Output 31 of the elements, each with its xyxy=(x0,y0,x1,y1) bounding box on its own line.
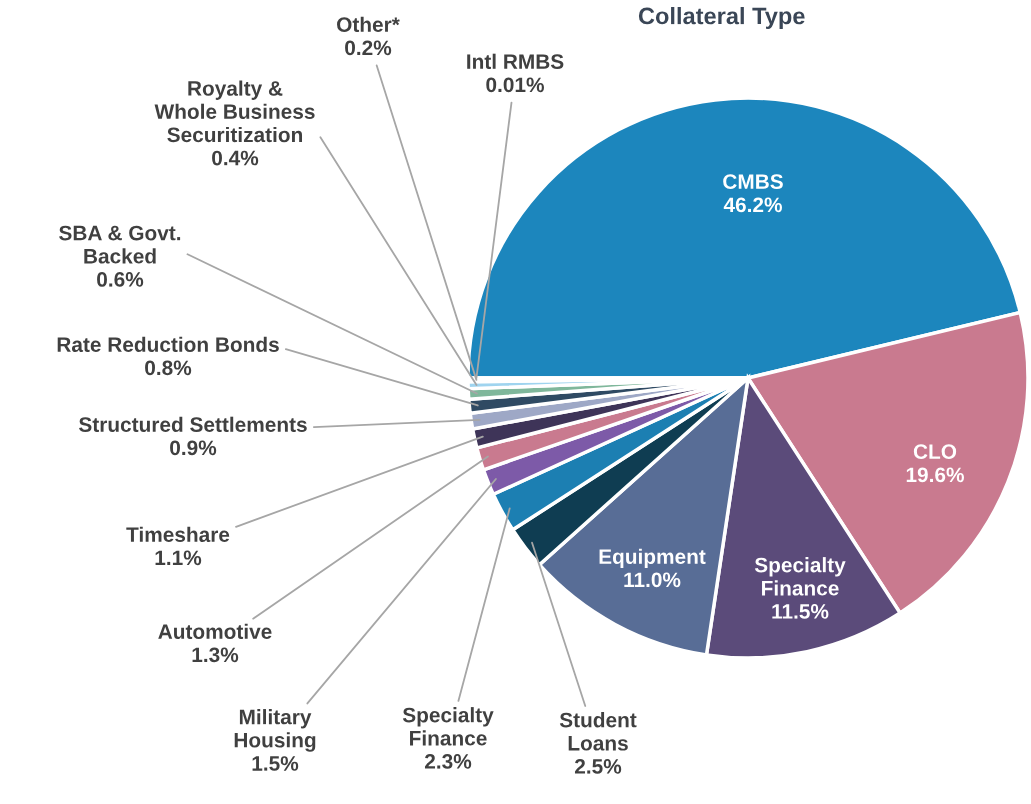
slice-label: Structured Settlements xyxy=(79,416,307,432)
slice-label: Equipment xyxy=(599,548,706,569)
data-label: 46.2% xyxy=(723,197,782,213)
slice-label: SBA & Govt. Backed xyxy=(59,225,181,264)
data-label: 0.8% xyxy=(145,360,192,376)
slice-label: Other* xyxy=(337,16,400,32)
slice-label: Rate Reduction Bonds xyxy=(57,336,279,352)
slice-label: CLO xyxy=(913,444,957,459)
data-label: 11.5% xyxy=(772,604,829,619)
chart-title: Collateral Type xyxy=(638,7,805,29)
data-label: 0.4% xyxy=(212,150,259,166)
data-label: 1.5% xyxy=(252,756,299,771)
data-label: 0.6% xyxy=(97,272,144,287)
data-label: 1.1% xyxy=(155,550,202,566)
data-label: 0.9% xyxy=(170,440,217,456)
slice-label: Military Housing xyxy=(234,709,316,752)
data-label: 0.01% xyxy=(486,77,544,93)
data-label: 2.5% xyxy=(574,759,622,774)
slice-label: CMBS xyxy=(723,174,783,189)
slice-label: Student Loans xyxy=(559,712,637,751)
slice-label: Intl RMBS xyxy=(467,53,564,69)
data-label: 19.6% xyxy=(906,467,964,483)
data-label: 1.3% xyxy=(192,647,239,663)
slice-label: Automotive xyxy=(158,623,272,639)
data-label: 0.2% xyxy=(345,40,392,56)
data-label: 2.3% xyxy=(424,754,472,769)
data-label: 11.0% xyxy=(624,572,681,588)
slice-label: Specialty Finance xyxy=(754,557,846,596)
slice-label: Specialty Finance xyxy=(402,707,494,746)
slice-label: Royalty & Whole Business Securitization xyxy=(154,80,315,143)
slice-label: Timeshare xyxy=(126,526,230,542)
